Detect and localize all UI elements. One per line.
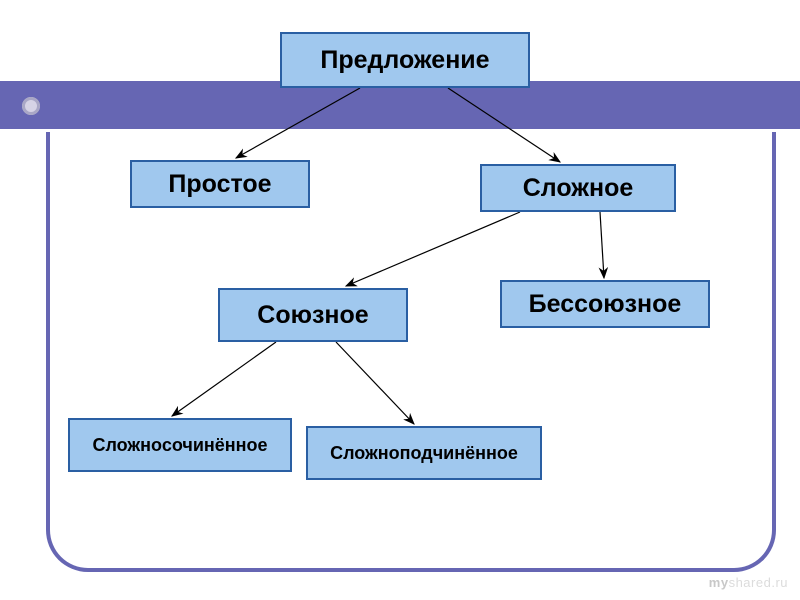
tree-node-n4: Бессоюзное (500, 280, 710, 328)
watermark-suffix: shared.ru (729, 575, 788, 590)
tree-node-root: Предложение (280, 32, 530, 88)
tree-node-n6: Сложноподчинённое (306, 426, 542, 480)
tree-node-n3: Союзное (218, 288, 408, 342)
bullet-dot (22, 97, 40, 115)
tree-node-n5: Сложносочинённое (68, 418, 292, 472)
watermark-prefix: my (709, 575, 729, 590)
watermark: myshared.ru (709, 575, 788, 590)
tree-node-n1: Простое (130, 160, 310, 208)
tree-node-n2: Сложное (480, 164, 676, 212)
